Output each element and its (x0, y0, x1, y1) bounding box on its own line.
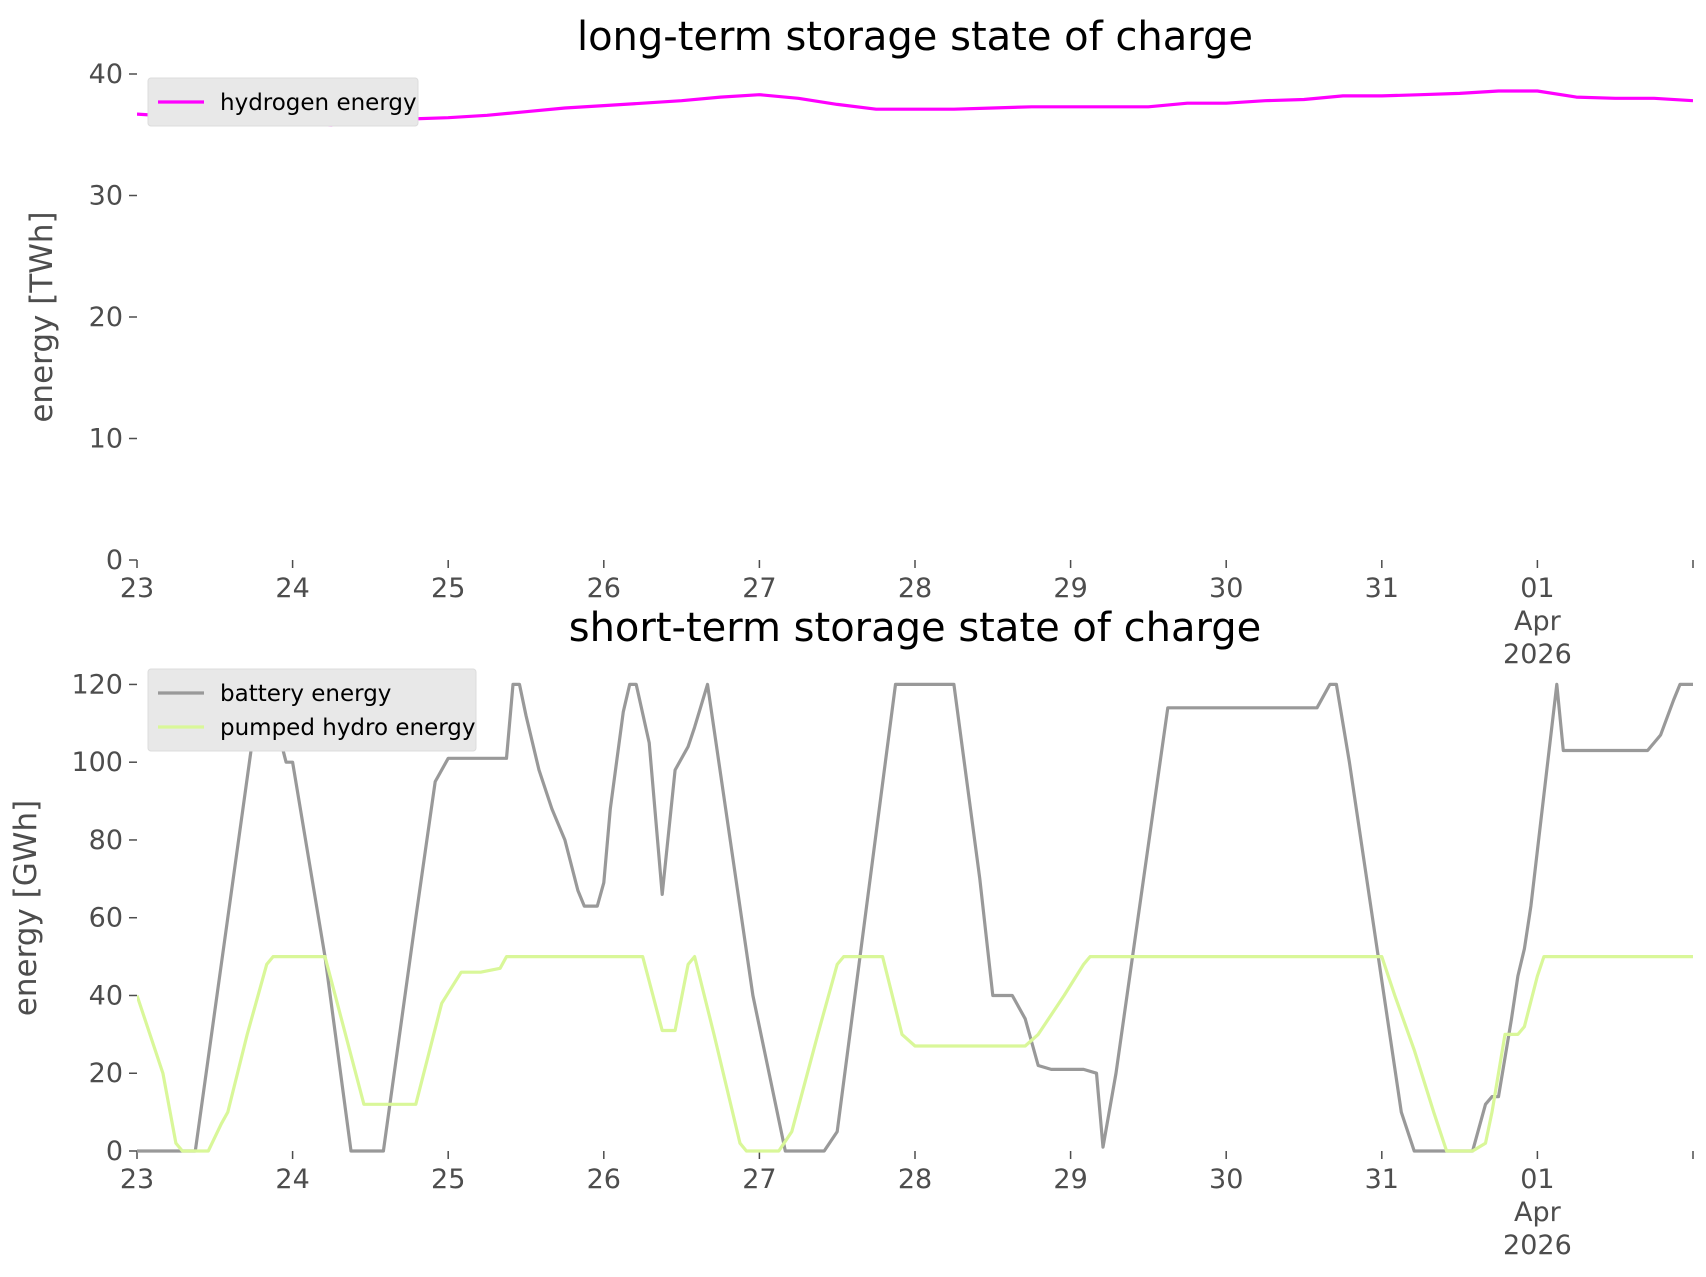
x-tick-label: 26 (587, 1164, 621, 1195)
y-tick-label: 0 (106, 1136, 123, 1167)
x-tick-label: 23 (120, 1164, 154, 1195)
x-tick-label: 29 (1053, 1164, 1087, 1195)
legend-label: pumped hydro energy (220, 715, 476, 741)
legend-label: hydrogen energy (220, 90, 417, 116)
y-tick-label: 30 (89, 181, 123, 212)
legend-box (147, 668, 477, 752)
y-axis-label: energy [GWh] (8, 800, 44, 1016)
series-line-pumped-hydro-energy (137, 955, 1693, 1153)
chart-title: short-term storage state of charge (569, 605, 1262, 651)
chart-title: long-term storage state of charge (577, 14, 1253, 60)
y-tick-label: 40 (89, 59, 123, 90)
legend-label: battery energy (220, 681, 391, 707)
chart-1: long-term storage state of charge energy … (24, 14, 1694, 670)
x-tick-label: Apr (1514, 606, 1562, 637)
y-tick-label: 120 (71, 669, 123, 700)
x-tick-label: 25 (431, 1164, 465, 1195)
x-tick-label: 23 (120, 573, 154, 604)
x-tick-label: 28 (898, 573, 932, 604)
y-tick-label: 0 (106, 545, 123, 576)
x-tick-label: 27 (742, 1164, 776, 1195)
x-tick-label: Apr (1514, 1197, 1562, 1228)
x-tick-label: 30 (1209, 573, 1243, 604)
legend: battery energy pumped hydro energy (147, 668, 477, 752)
series-line-battery-energy (137, 682, 1693, 1153)
x-tick-label: 01 (1520, 573, 1554, 604)
x-tick-label: 24 (275, 573, 309, 604)
x-tick-label: 31 (1365, 573, 1399, 604)
x-tick-label: 31 (1365, 1164, 1399, 1195)
y-tick-label: 80 (89, 825, 123, 856)
y-tick-label: 20 (89, 302, 123, 333)
y-tick-label: 60 (89, 903, 123, 934)
chart-2: short-term storage state of charge energy… (8, 605, 1694, 1261)
x-tick-label: 01 (1520, 1164, 1554, 1195)
legend-box (147, 77, 419, 127)
legend: hydrogen energy (147, 77, 419, 127)
y-axis-label: energy [TWh] (24, 211, 60, 422)
x-tick-label: 29 (1053, 573, 1087, 604)
x-tick-label: 30 (1209, 1164, 1243, 1195)
x-tick-label: 27 (742, 573, 776, 604)
x-tick-label: 24 (275, 1164, 309, 1195)
x-tick-label: 25 (431, 573, 465, 604)
x-tick-label: 2026 (1503, 639, 1572, 670)
y-tick-label: 10 (89, 424, 123, 455)
x-tick-label: 2026 (1503, 1230, 1572, 1261)
y-tick-label: 40 (89, 980, 123, 1011)
y-tick-label: 20 (89, 1058, 123, 1089)
y-tick-label: 100 (71, 747, 123, 778)
x-tick-label: 28 (898, 1164, 932, 1195)
x-tick-label: 26 (587, 573, 621, 604)
